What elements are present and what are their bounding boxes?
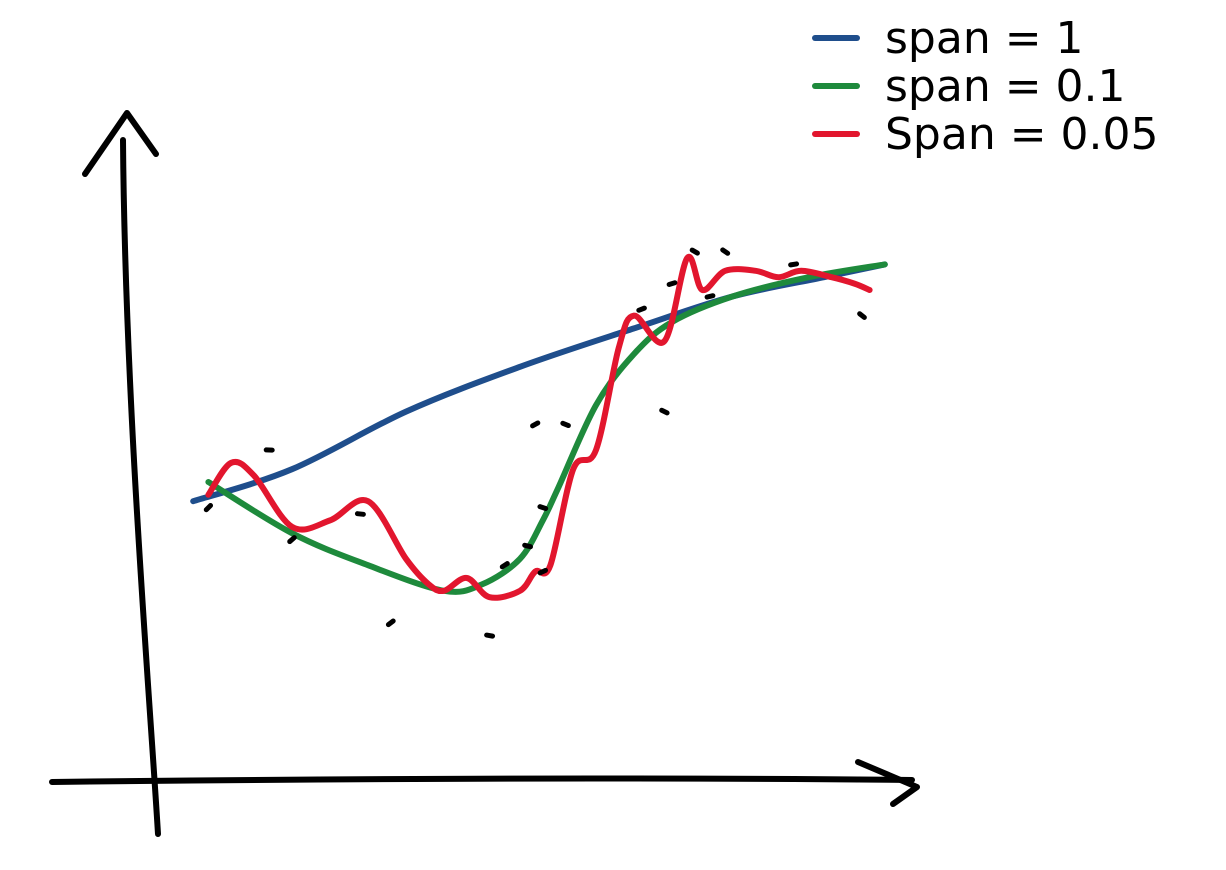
series-line-span-0-1	[205, 261, 888, 595]
data-point	[689, 247, 700, 256]
data-point	[659, 407, 670, 416]
data-point	[203, 502, 214, 513]
data-point	[666, 280, 678, 287]
x-axis-line	[49, 775, 915, 785]
data-point	[537, 504, 549, 512]
data-point	[522, 542, 534, 550]
data-point	[720, 247, 731, 256]
data-point	[385, 618, 396, 628]
y-axis-arrowhead	[82, 110, 159, 177]
series-line-span-0-05	[205, 253, 873, 601]
x-axis-arrowhead	[855, 759, 920, 807]
y-axis-line	[120, 137, 161, 837]
data-point	[788, 261, 800, 268]
data-point	[560, 420, 571, 429]
data-point	[857, 311, 867, 320]
data-point	[287, 535, 297, 545]
series-line-span-1	[190, 261, 888, 505]
legend-label-span-0-05: Span = 0.05	[885, 109, 1159, 160]
data-point	[354, 511, 366, 517]
data-point	[636, 305, 647, 313]
axes	[49, 110, 920, 837]
legend-label-span-0-1: span = 0.1	[885, 61, 1126, 112]
data-point	[484, 632, 496, 639]
data-point	[704, 293, 716, 300]
data-points	[203, 247, 867, 639]
legend-label-span-1: span = 1	[885, 13, 1084, 64]
data-point	[499, 561, 510, 570]
data-point	[530, 420, 541, 429]
data-point	[537, 567, 549, 576]
smoothing-lines	[190, 253, 888, 601]
